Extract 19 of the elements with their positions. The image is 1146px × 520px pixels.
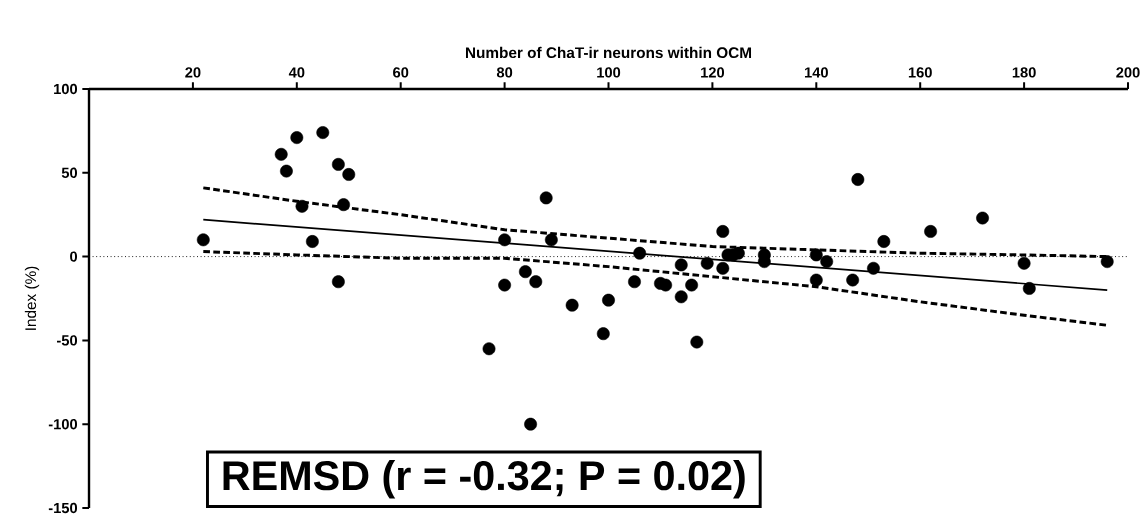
x-tick-label: 60 (393, 67, 409, 78)
y-tick-label: -100 (48, 419, 78, 430)
x-tick-label: 140 (804, 67, 828, 78)
x-tick-label: 160 (908, 67, 932, 78)
y-tick-label: -50 (57, 335, 78, 346)
x-tick-label: 80 (496, 67, 513, 78)
x-axis-title: Number of ChaT-ir neurons within OCM (465, 46, 752, 59)
x-tick-label: 100 (597, 67, 621, 78)
y-tick-label: 50 (61, 167, 78, 178)
y-tick-label: 100 (54, 83, 78, 95)
y-axis-title: Index (%) (24, 266, 40, 330)
y-tick-label: -150 (48, 502, 78, 514)
x-tick-label: 20 (185, 67, 201, 78)
x-tick-label: 200 (1116, 67, 1140, 78)
annotation: REMSD (r = -0.32; P = 0.02) (223, 459, 745, 499)
x-tick-label: 120 (701, 67, 725, 78)
x-tick-label: 180 (1012, 67, 1036, 78)
x-tick-label: 40 (288, 67, 305, 78)
y-tick-label: 0 (70, 251, 78, 262)
